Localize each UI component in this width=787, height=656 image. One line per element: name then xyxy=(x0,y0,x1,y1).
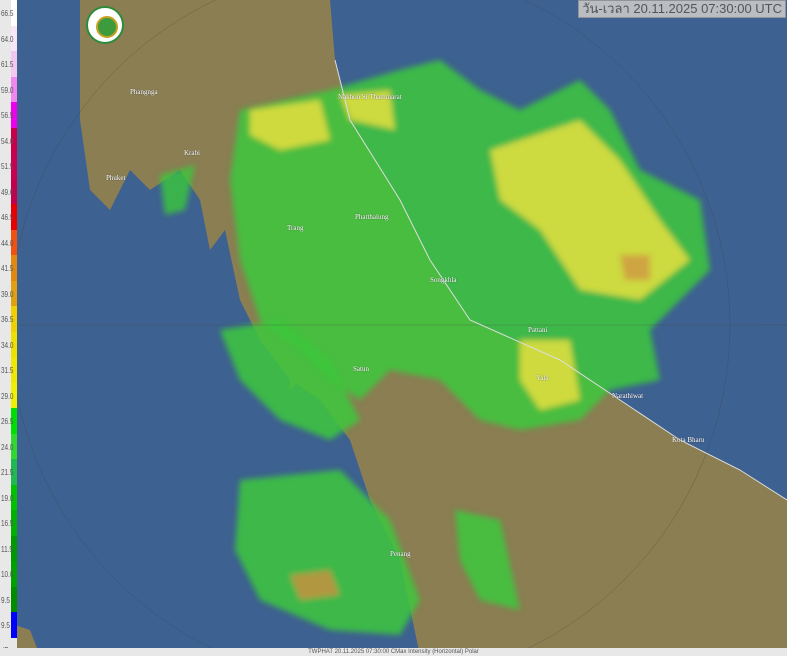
scale-swatch xyxy=(11,382,17,408)
scale-label: 26.5 xyxy=(1,417,14,426)
scale-swatch xyxy=(11,280,17,306)
scale-swatch xyxy=(11,357,17,383)
city-label: Yala xyxy=(536,374,549,382)
scale-label: 29.0 xyxy=(1,391,14,401)
city-label: Phatthalung xyxy=(355,213,389,221)
scale-swatch xyxy=(11,535,17,561)
scale-swatch xyxy=(11,408,17,434)
city-label: Krabi xyxy=(184,149,200,157)
scale-swatch xyxy=(11,510,17,536)
scale-label: 39.0 xyxy=(1,289,14,299)
scale-swatch xyxy=(11,178,17,204)
scale-label: 61.5 xyxy=(1,60,14,69)
scale-swatch xyxy=(11,433,17,459)
timestamp: วัน-เวลา 20.11.2025 07:30:00 UTC xyxy=(578,0,786,18)
coastline-east xyxy=(334,59,787,501)
scale-swatch xyxy=(11,331,17,357)
scale-label: 19.0 xyxy=(1,493,14,503)
scale-swatch xyxy=(11,561,17,587)
scale-swatch xyxy=(11,25,17,51)
scale-swatch xyxy=(11,204,17,230)
dbz-color-scale: 66.5 64.0 61.5 59.0 56.5 54.0 51.5 49.0 46.5 44.0… xyxy=(0,0,17,655)
city-label: Pattani xyxy=(528,326,548,334)
scale-label: 66.5 xyxy=(1,9,14,18)
scale-label: 56.5 xyxy=(1,111,14,120)
scale-label: 64.0 xyxy=(1,34,14,44)
scale-label: 36.5 xyxy=(1,315,14,324)
product-caption: TWPHAT 20.11.2025 07:30:00 CMax Intensit… xyxy=(0,648,787,656)
city-label: Phangnga xyxy=(130,88,158,96)
scale-label: 46.5 xyxy=(1,213,14,222)
tmd-logo xyxy=(86,6,124,44)
scale-label: 41.5 xyxy=(1,264,14,273)
scale-swatch xyxy=(11,127,17,153)
scale-swatch xyxy=(11,51,17,77)
city-label: Kota Bharu xyxy=(672,436,705,444)
scale-label: 44.0 xyxy=(1,238,14,248)
scale-label: 21.5 xyxy=(1,468,14,477)
scale-swatch xyxy=(11,153,17,179)
city-label: Narathiwat xyxy=(612,392,644,400)
scale-swatch xyxy=(11,586,17,612)
city-label: Nakhon Si Thammarat xyxy=(338,93,402,101)
scale-label: 9.5 xyxy=(1,621,10,630)
scale-label: 11.5 xyxy=(1,544,13,554)
scale-swatch xyxy=(11,102,17,128)
scale-label: 9.5 xyxy=(1,595,10,605)
scale-swatch xyxy=(11,229,17,255)
scale-swatch xyxy=(11,306,17,332)
scale-swatch xyxy=(11,484,17,510)
city-label: Penang xyxy=(390,550,411,558)
city-label: Trang xyxy=(287,224,304,232)
scale-swatch xyxy=(11,255,17,281)
scale-swatch xyxy=(11,459,17,485)
rain-echoes xyxy=(160,60,710,635)
scale-label: 54.0 xyxy=(1,136,14,146)
scale-swatch xyxy=(11,612,17,638)
scale-label: 34.0 xyxy=(1,340,14,350)
scale-label: 49.0 xyxy=(1,187,14,197)
scale-swatch xyxy=(11,0,17,26)
scale-label: 24.0 xyxy=(1,442,14,452)
city-label: Phuket xyxy=(106,174,126,182)
city-label: Satun xyxy=(353,365,369,373)
scale-swatch xyxy=(11,76,17,102)
scale-label: 31.5 xyxy=(1,366,14,375)
city-label: Songkhla xyxy=(430,276,457,284)
scale-label: 10.0 xyxy=(1,570,14,579)
scale-label: 16.5 xyxy=(1,519,14,528)
scale-label: 59.0 xyxy=(1,85,14,95)
scale-label: 51.5 xyxy=(1,162,14,171)
